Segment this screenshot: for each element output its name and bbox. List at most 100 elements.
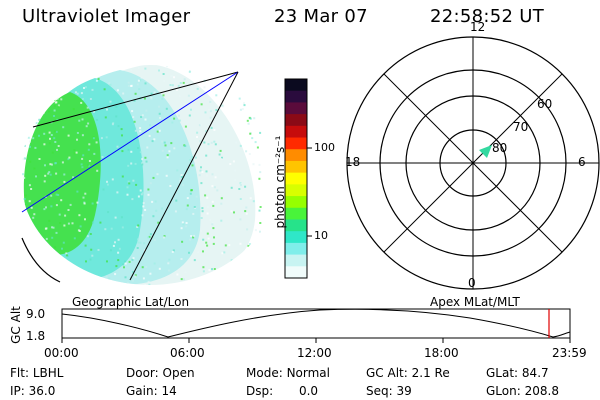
polar-aurora-spot [479, 145, 492, 158]
image-speckle [162, 94, 165, 97]
image-speckle [43, 208, 46, 211]
image-speckle [60, 98, 63, 101]
image-speckle [214, 143, 217, 146]
image-speckle [138, 88, 141, 91]
image-speckle [131, 258, 134, 261]
image-speckle [196, 87, 199, 90]
image-speckle [77, 130, 80, 133]
image-speckle [102, 188, 105, 191]
image-speckle [55, 204, 58, 207]
image-speckle [67, 222, 70, 225]
image-speckle [84, 244, 87, 247]
image-speckle [206, 174, 208, 177]
image-speckle [80, 92, 83, 95]
image-speckle [104, 228, 107, 231]
image-speckle [118, 247, 121, 250]
image-speckle [140, 193, 143, 196]
image-speckle [22, 158, 25, 161]
image-speckle [56, 118, 59, 121]
image-speckle [50, 194, 53, 197]
image-speckle [23, 157, 26, 160]
colorbar-frame [284, 78, 308, 279]
image-speckle [43, 180, 46, 183]
image-speckle [50, 205, 53, 208]
altitude-curve [61, 308, 571, 338]
x-label-0600: 06:00 [170, 346, 205, 360]
image-speckle [241, 108, 244, 110]
image-speckle [24, 194, 27, 197]
image-speckle [134, 275, 137, 278]
image-speckle [82, 196, 85, 199]
image-speckle [59, 222, 62, 224]
colorbar-cell [285, 242, 307, 256]
image-speckle [51, 151, 54, 154]
image-speckle [181, 176, 184, 178]
image-speckle [101, 156, 104, 158]
image-speckle [150, 92, 153, 95]
image-speckle [246, 228, 249, 231]
image-speckle [92, 110, 95, 113]
image-speckle [230, 259, 233, 262]
image-speckle [79, 225, 82, 228]
image-speckle [211, 268, 213, 271]
image-speckle [182, 81, 185, 84]
image-speckle [115, 265, 118, 268]
image-speckle [155, 209, 158, 212]
image-speckle [232, 160, 235, 163]
image-speckle [65, 252, 68, 255]
image-speckle [149, 233, 152, 236]
image-speckle [81, 118, 84, 121]
gain-label: Gain: [126, 384, 158, 398]
image-speckle [171, 250, 174, 253]
image-speckle [215, 109, 218, 112]
image-speckle [211, 173, 214, 176]
image-speckle [151, 200, 154, 203]
image-speckle [137, 67, 140, 70]
image-speckle [144, 118, 147, 121]
image-speckle [166, 65, 169, 68]
image-speckle [194, 160, 197, 162]
image-speckle [132, 271, 135, 274]
image-speckle [158, 105, 160, 108]
image-speckle [178, 119, 181, 122]
image-speckle [182, 184, 185, 187]
image-speckle [58, 213, 61, 216]
glon-status: GLon: 208.8 [486, 384, 559, 398]
colorbar-cell [285, 102, 307, 115]
colorbar-cell [285, 266, 307, 279]
glat-label: GLat: [486, 366, 519, 380]
image-speckle [237, 123, 240, 126]
image-speckle [193, 259, 196, 262]
gain-value: 14 [161, 384, 177, 398]
image-speckle [202, 250, 204, 253]
image-speckle [174, 210, 177, 213]
image-speckle [139, 189, 142, 192]
timeline-frame [61, 308, 571, 339]
image-speckle [168, 269, 170, 272]
x-label-1800: 18:00 [424, 346, 459, 360]
image-speckle [213, 186, 216, 189]
image-speckle [209, 218, 212, 221]
image-speckle [137, 195, 140, 198]
seq-label: Seq: [366, 384, 393, 398]
image-speckle [85, 260, 87, 263]
image-speckle [35, 175, 37, 178]
image-speckle [53, 109, 56, 112]
image-speckle [23, 144, 26, 147]
image-speckle [122, 92, 125, 95]
image-speckle [43, 132, 46, 135]
image-speckle [180, 278, 183, 281]
image-speckle [35, 122, 38, 124]
image-speckle [121, 175, 124, 178]
image-speckle [176, 88, 178, 91]
image-speckle [84, 86, 87, 89]
image-speckle [49, 137, 51, 140]
image-speckle [223, 251, 226, 254]
image-speckle [213, 140, 216, 143]
image-speckle [244, 185, 247, 188]
image-speckle [145, 160, 148, 163]
glon-label: GLon: [486, 384, 521, 398]
